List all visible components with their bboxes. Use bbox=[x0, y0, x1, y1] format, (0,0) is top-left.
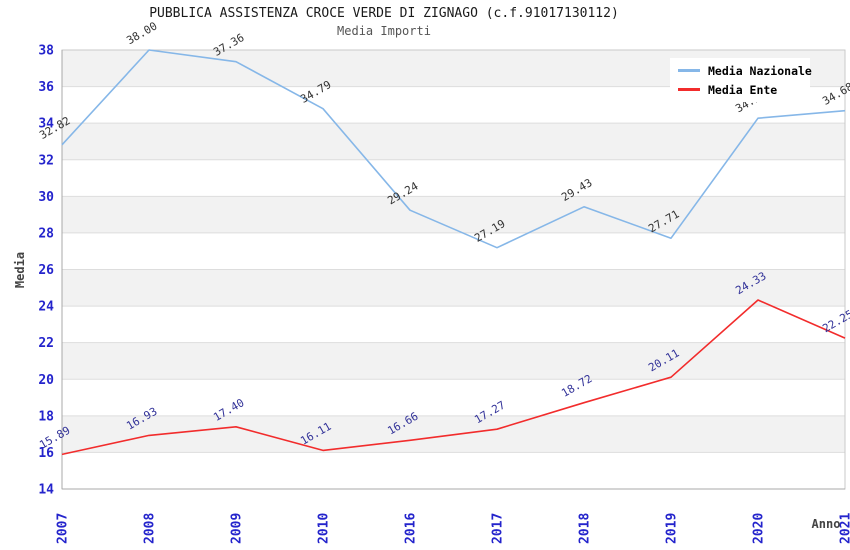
y-axis-title: Media bbox=[13, 252, 27, 288]
y-tick-label: 16 bbox=[38, 446, 54, 461]
x-axis-title: Anno bbox=[812, 517, 841, 531]
y-tick-label: 32 bbox=[38, 153, 54, 168]
x-tick-label: 2008 bbox=[143, 513, 158, 544]
y-tick-label: 22 bbox=[38, 336, 54, 351]
y-tick-label: 30 bbox=[38, 190, 54, 205]
series-line-media-nazionale bbox=[61, 49, 846, 249]
y-tick-label: 34 bbox=[38, 117, 54, 132]
chart-legend: Media Nazionale Media Ente bbox=[670, 58, 812, 102]
x-tick-label: 2021 bbox=[839, 513, 850, 544]
x-tick-label: 2010 bbox=[317, 513, 332, 544]
y-tick-label: 26 bbox=[38, 263, 54, 278]
plot-band bbox=[62, 342, 845, 380]
page-subtitle: Media Importi bbox=[337, 24, 431, 38]
y-tick-label: 36 bbox=[38, 80, 54, 95]
plot-band bbox=[62, 159, 845, 197]
x-tick-label: 2019 bbox=[665, 513, 680, 544]
legend-line-icon bbox=[678, 69, 700, 72]
legend-label: Media Nazionale bbox=[708, 63, 812, 78]
legend-label: Media Ente bbox=[708, 82, 778, 97]
y-tick-label: 14 bbox=[38, 483, 54, 498]
plot-band bbox=[62, 232, 845, 270]
y-tick-label: 38 bbox=[38, 44, 54, 59]
plot-band bbox=[62, 269, 845, 307]
x-tick-label: 2016 bbox=[404, 513, 419, 544]
x-tick-label: 2018 bbox=[578, 513, 593, 544]
legend-line-icon bbox=[678, 88, 700, 91]
plot-band bbox=[62, 123, 845, 160]
plot-band bbox=[62, 379, 845, 416]
plot-band bbox=[62, 196, 845, 233]
series-line-media-ente bbox=[61, 299, 846, 456]
y-tick-label: 24 bbox=[38, 300, 54, 315]
x-tick-label: 2009 bbox=[230, 513, 245, 544]
y-tick-label: 20 bbox=[38, 373, 54, 388]
x-tick-label: 2017 bbox=[491, 513, 506, 544]
y-tick-label: 18 bbox=[38, 409, 54, 424]
legend-item-media-ente: Media Ente bbox=[670, 83, 810, 97]
y-tick-label: 28 bbox=[38, 226, 54, 241]
x-tick-label: 2007 bbox=[56, 513, 71, 544]
x-tick-label: 2020 bbox=[752, 513, 767, 544]
legend-item-media-nazionale: Media Nazionale bbox=[670, 63, 812, 78]
plot-band bbox=[62, 306, 845, 343]
plot-band bbox=[62, 452, 845, 489]
page-title: PUBBLICA ASSISTENZA CROCE VERDE DI ZIGNA… bbox=[149, 6, 619, 21]
